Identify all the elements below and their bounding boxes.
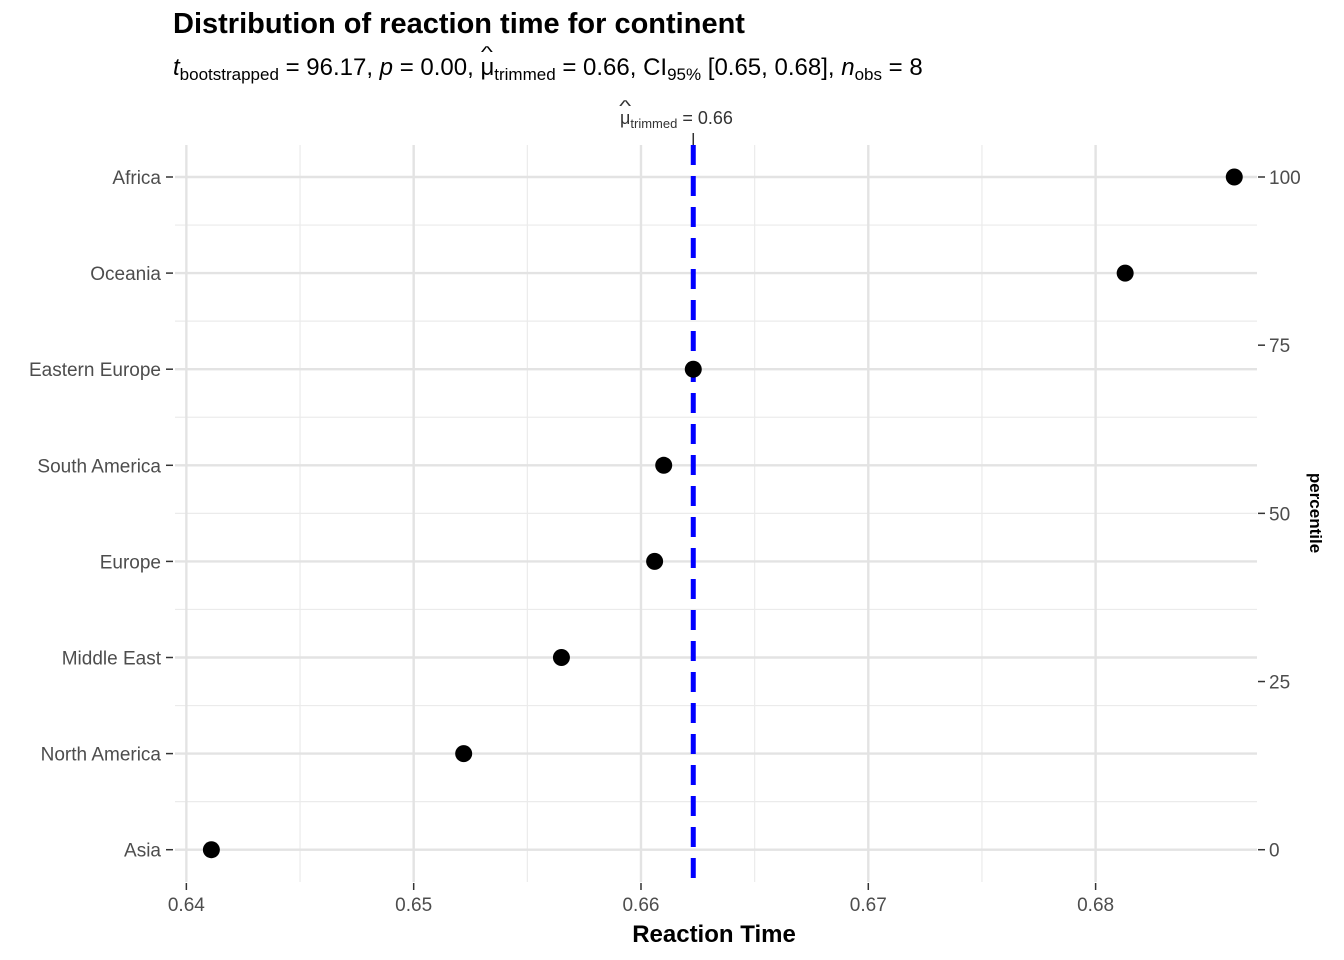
y2-tick-label: 100 [1269,168,1301,189]
y-tick-label: Africa [112,168,161,189]
chart-title: Distribution of reaction time for contin… [173,8,745,40]
ci-value: [0.65, 0.68], [701,54,842,81]
y2-tick-label: 75 [1269,336,1290,357]
n-sub: obs [854,65,882,84]
x-axis-label: Reaction Time [632,921,796,948]
mu-symbol: μ [480,54,494,82]
data-point-africa [1225,168,1243,186]
data-points [202,168,1243,859]
ref-mu-sub: trimmed [630,116,678,131]
ref-value: = 0.66 [677,108,733,128]
mu-value: = 0.66, CI [555,54,668,81]
ci-sub: 95% [667,65,702,84]
y-axis: Asia North America Middle East Europe South … [29,168,173,862]
y2-tick-label: 25 [1269,673,1290,694]
t-value: = 96.17, [278,54,380,81]
x-axis: 0.64 0.65 0.66 0.67 0.68 [168,883,1114,916]
n-value: = 8 [882,54,923,81]
t-sub: bootstrapped [179,65,279,84]
secondary-y-axis: 0 25 50 75 100 [1258,168,1301,862]
data-point-asia [202,841,220,859]
x-tick-label: 0.66 [622,895,659,916]
data-point-south-america [655,456,673,474]
p-label: p [379,54,394,81]
p-value: = 0.00, [393,54,481,81]
secondary-y-axis-label: percentile [1306,473,1325,553]
y-tick-label: Eastern Europe [29,360,161,381]
mu-sub: trimmed [494,65,556,84]
grid [175,145,1257,882]
y2-tick-label: 50 [1269,504,1290,525]
y-tick-label: North America [41,745,162,766]
x-tick-label: 0.64 [168,895,205,916]
y-tick-label: Europe [100,552,161,573]
chart-subtitle: tbootstrapped = 96.17, p = 0.00, μtrimme… [173,54,923,84]
y2-tick-label: 0 [1269,841,1280,862]
data-point-eastern-europe [684,360,702,378]
x-tick-label: 0.67 [850,895,887,916]
data-point-europe [646,552,664,570]
reference-line-label: μtrimmed = 0.66 [620,108,733,131]
y-tick-label: South America [37,456,161,477]
n-label: n [841,54,855,81]
t-label: t [173,54,180,81]
data-point-north-america [455,745,473,763]
data-point-middle-east [552,649,570,666]
ref-mu-symbol: μ [620,108,630,129]
data-point-oceania [1116,264,1134,282]
y-tick-label: Middle East [62,649,162,670]
x-tick-label: 0.68 [1077,895,1114,916]
x-tick-label: 0.65 [395,895,432,916]
y-tick-label: Oceania [90,264,161,285]
y-tick-label: Asia [124,841,161,862]
